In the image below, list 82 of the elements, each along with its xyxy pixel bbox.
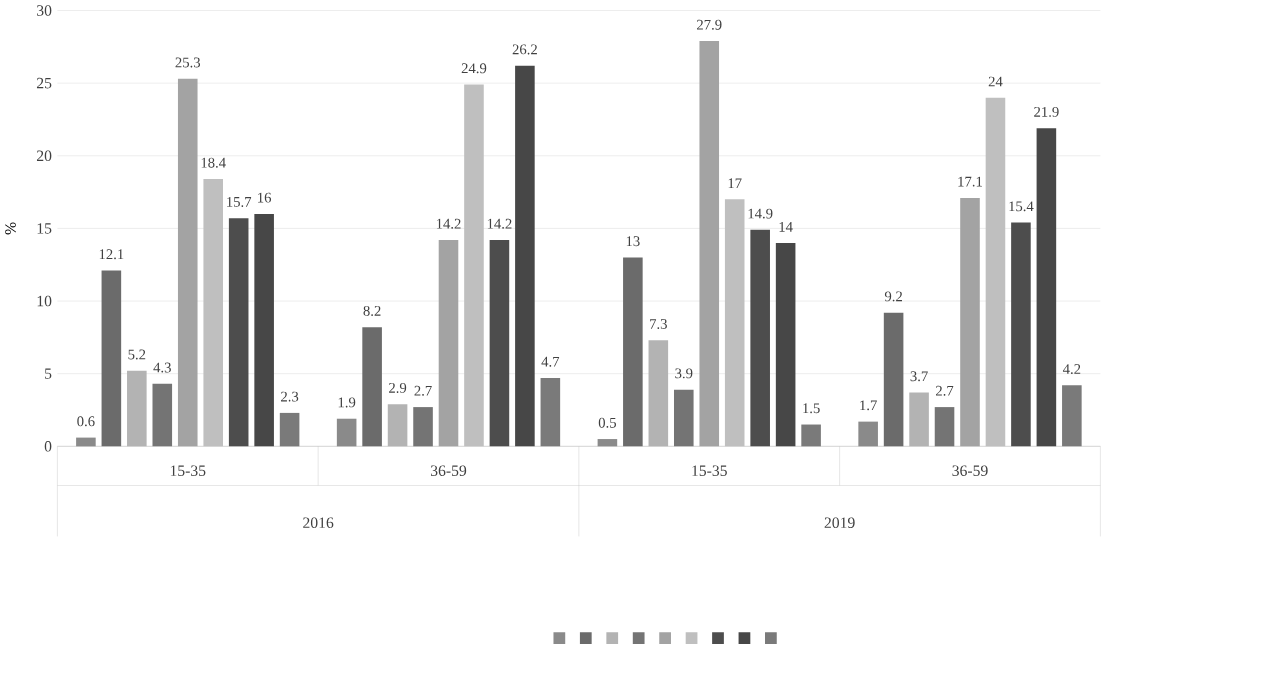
bar: [76, 437, 96, 447]
bar: [413, 406, 433, 447]
data-label: 1.5: [803, 403, 820, 414]
bar: [254, 213, 274, 447]
data-label: 2.7: [414, 385, 432, 396]
bar: [1062, 385, 1082, 447]
data-label: 25.3: [175, 57, 201, 68]
data-label: 24.9: [461, 63, 487, 74]
y-tick-label: 5: [45, 368, 52, 379]
data-label: 7.3: [650, 318, 667, 329]
y-tick-label: 20: [36, 150, 52, 161]
bar: [673, 389, 694, 447]
bar: [883, 312, 904, 447]
text: 2019: [824, 517, 855, 528]
bar: [203, 178, 224, 447]
bar: [750, 229, 770, 447]
bar: [623, 257, 643, 447]
bar: [858, 421, 878, 447]
data-label: 16: [258, 192, 272, 203]
data-label: 2.7: [936, 385, 954, 396]
data-label: 3.7: [910, 371, 928, 382]
bar: [1011, 222, 1031, 447]
data-label: 4.3: [153, 362, 171, 373]
data-label: 12.1: [99, 249, 124, 260]
bar: [438, 239, 459, 447]
data-label: 18.4: [201, 157, 226, 168]
bar: [934, 406, 955, 447]
data-label: 14.2: [487, 218, 512, 229]
data-label: 14: [779, 221, 793, 232]
data-label: 27.9: [697, 19, 722, 30]
data-label: 21.9: [1034, 106, 1059, 117]
data-label: 1.9: [338, 397, 356, 408]
data-label: 15.4: [1009, 201, 1034, 212]
bar: [152, 383, 173, 447]
data-label: 26.2: [512, 44, 537, 55]
bar: [515, 65, 535, 447]
bar: [540, 377, 561, 447]
y-tick-label: 10: [37, 295, 52, 307]
bar: [960, 197, 980, 447]
bar: [985, 97, 1006, 447]
bar: [228, 218, 249, 447]
y-tick-label: 0: [44, 440, 52, 452]
bar: [597, 438, 618, 447]
x-tick-label: 36-59: [430, 465, 467, 476]
data-label: 5.2: [128, 349, 146, 360]
data-label: 4.2: [1062, 363, 1081, 374]
bar: [1036, 128, 1057, 447]
bar: [775, 242, 796, 447]
bar: [464, 84, 484, 447]
data-label: 2.3: [281, 391, 299, 402]
y-tick-label: 30: [37, 5, 52, 16]
y-tick-label: 25: [36, 77, 52, 89]
bar: [336, 418, 357, 447]
bar: [177, 78, 198, 447]
data-label: 9.2: [884, 291, 902, 302]
bar: [279, 412, 300, 447]
bar: [489, 239, 510, 447]
data-label: 17.1: [958, 176, 982, 187]
text: 2016: [303, 517, 334, 528]
data-label: 14.9: [748, 208, 773, 219]
bar: [362, 327, 382, 447]
bar: [101, 270, 122, 447]
bar: [724, 199, 745, 447]
x-tick-label: 15-35: [170, 465, 206, 476]
data-label: 0.6: [77, 416, 95, 427]
bar: [801, 424, 821, 447]
data-label: 24: [988, 76, 1003, 87]
data-label: 0.5: [598, 417, 617, 428]
data-label: 3.9: [675, 368, 693, 379]
x-tick-label: 15-35: [692, 465, 727, 476]
y-tick-label: 15: [37, 223, 52, 234]
data-label: 14.2: [436, 218, 461, 229]
y-axis-title: %: [5, 222, 16, 235]
data-label: 4.7: [541, 356, 560, 367]
data-label: 17: [728, 178, 742, 188]
data-label: 13: [626, 236, 640, 247]
data-label: 2.9: [389, 382, 407, 393]
data-label: 15.7: [227, 196, 252, 207]
x-tick-label: 36-59: [952, 465, 988, 476]
data-label: 8.2: [363, 305, 381, 316]
bar: [699, 40, 720, 447]
data-label: 1.7: [860, 400, 877, 411]
